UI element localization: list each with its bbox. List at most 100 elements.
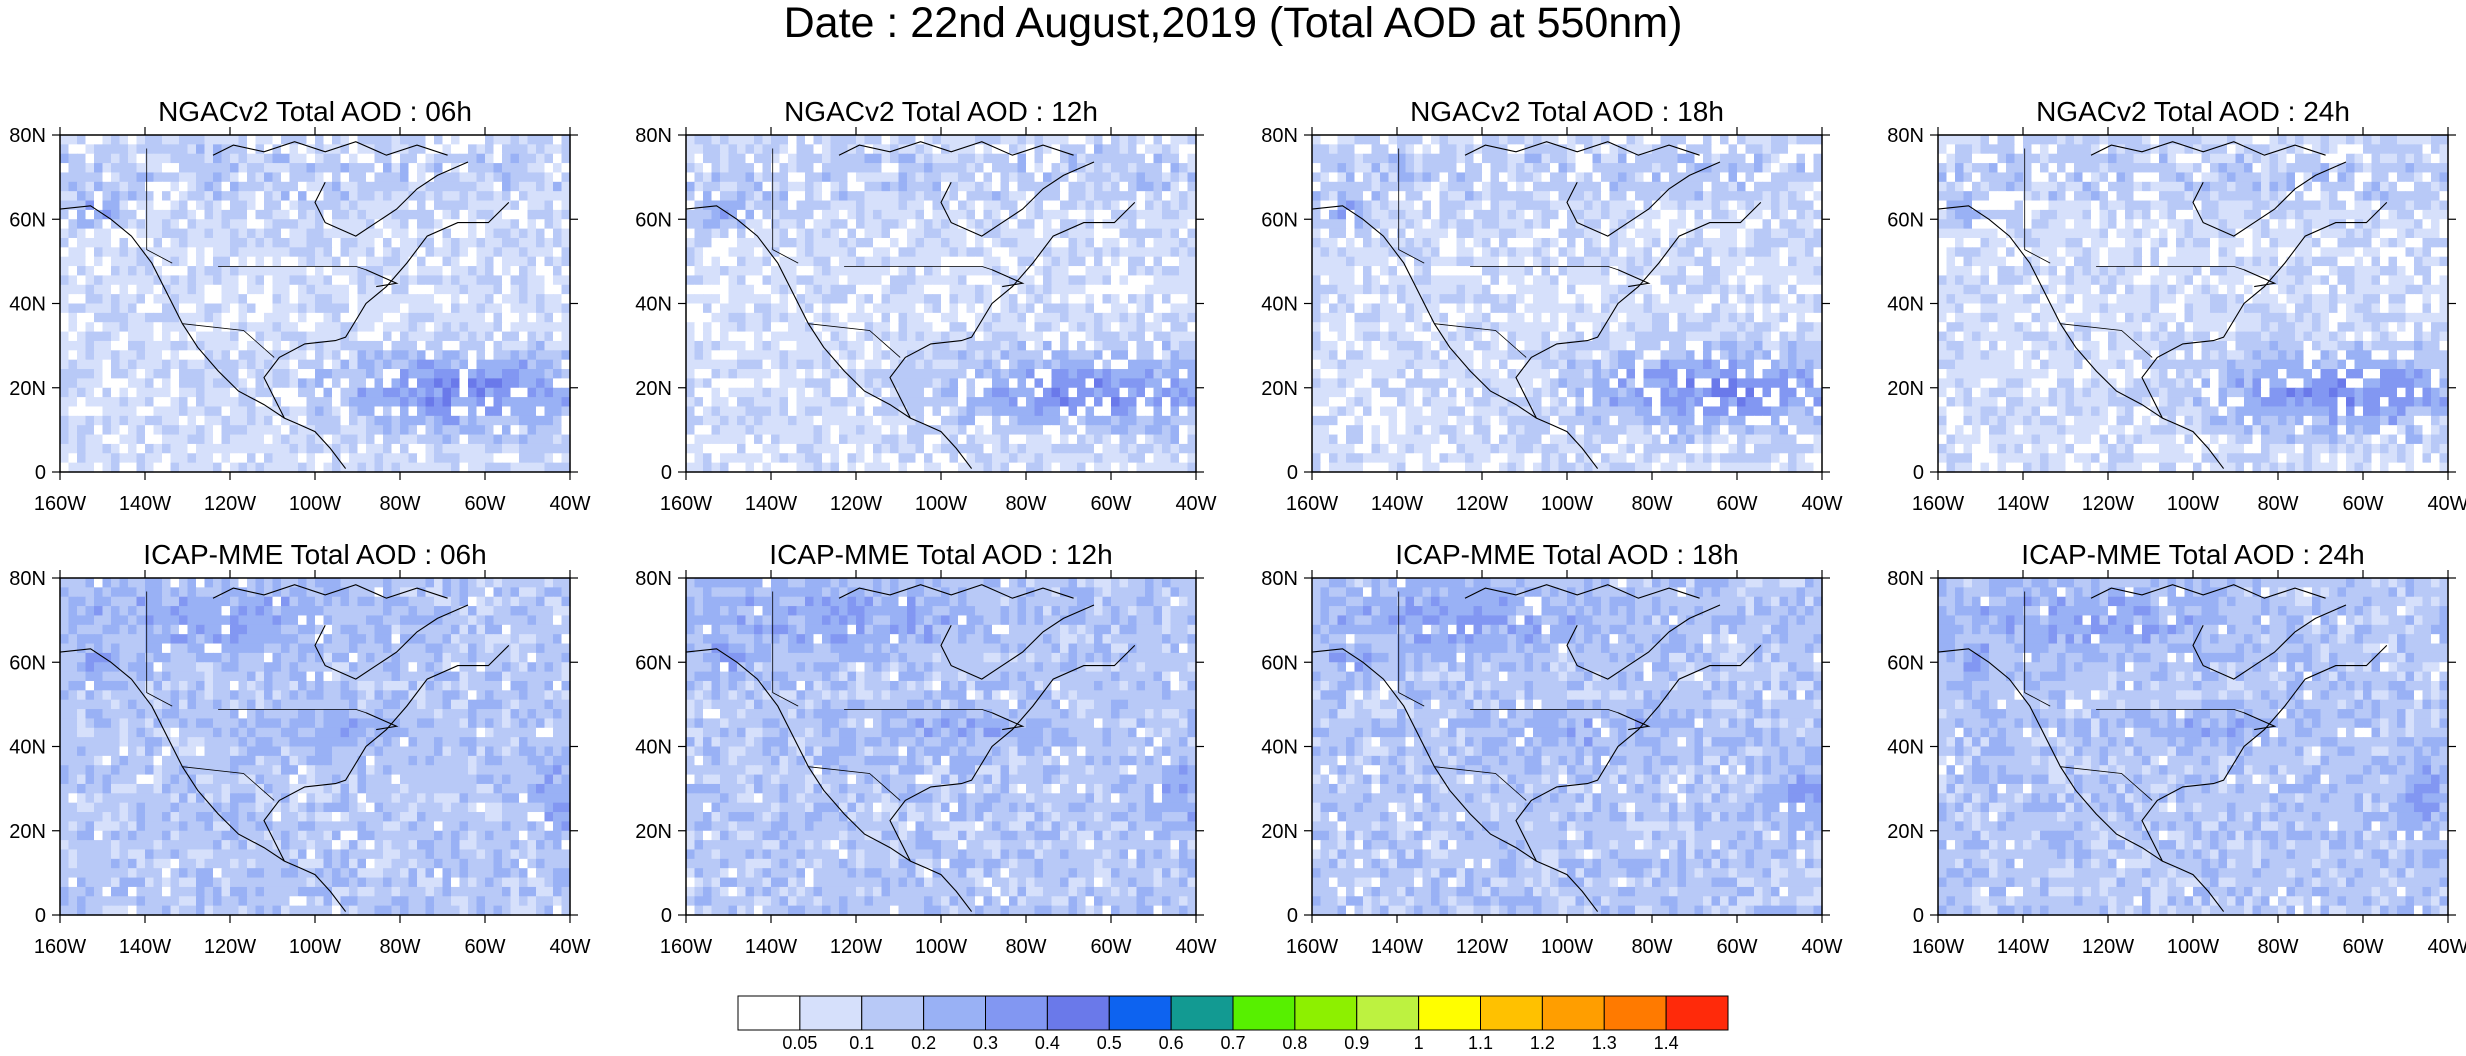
lon-label: 60W xyxy=(464,936,505,958)
colorbar-label: 1.1 xyxy=(1468,1033,1493,1053)
colorbar-swatch xyxy=(1418,995,1482,1031)
lon-label: 80W xyxy=(1005,493,1046,515)
colorbar-label: 0.9 xyxy=(1344,1033,1369,1053)
lat-label: 80N xyxy=(635,125,672,147)
lon-label: 160W xyxy=(1286,936,1338,958)
lon-label: 60W xyxy=(464,493,505,515)
colorbar-label: 1.3 xyxy=(1592,1033,1617,1053)
lat-label: 40N xyxy=(9,294,46,316)
colorbar-label: 0.05 xyxy=(782,1033,817,1053)
lat-label: 0 xyxy=(35,905,46,927)
aod-field xyxy=(1312,135,1823,473)
political-border xyxy=(146,591,367,801)
map-panel-icap-24: ICAP-MME Total AOD : 24h80N60N40N20N0160… xyxy=(1887,539,2466,958)
lon-label: 40W xyxy=(1175,936,1216,958)
lat-label: 40N xyxy=(1261,737,1298,759)
aod-field xyxy=(1938,578,2449,916)
colorbar-label: 0.5 xyxy=(1097,1033,1122,1053)
map-panel-ngac-06: NGACv2 Total AOD : 06h 80N 60N 40N 20N 0 160W 1… xyxy=(9,96,590,515)
lat-label: 40N xyxy=(1887,737,1924,759)
lat-label: 0 xyxy=(661,905,672,927)
lat-label: 80N xyxy=(1261,568,1298,590)
panel-title: NGACv2 Total AOD : 24h xyxy=(2036,96,2350,127)
lon-label: 160W xyxy=(34,936,86,958)
political-border xyxy=(2024,591,2245,801)
main-title: Date : 22nd August,2019 (Total AOD at 55… xyxy=(783,0,1683,47)
lon-label: 160W xyxy=(34,493,86,515)
colorbar-label: 1 xyxy=(1414,1033,1424,1053)
coastline xyxy=(59,141,510,469)
lat-label: 60N xyxy=(1261,652,1298,674)
aod-field xyxy=(1312,578,1823,916)
lon-label: 80W xyxy=(1005,936,1046,958)
colorbar-label: 1.4 xyxy=(1654,1033,1679,1053)
colorbar-label: 0.4 xyxy=(1035,1033,1060,1053)
lat-label: 60N xyxy=(9,209,46,231)
lat-label: 40N xyxy=(635,294,672,316)
lat-label: 60N xyxy=(1887,652,1924,674)
lon-label: 80W xyxy=(1631,493,1672,515)
lon-label: 100W xyxy=(915,493,967,515)
lon-label: 100W xyxy=(289,936,341,958)
lon-label: 160W xyxy=(1286,493,1338,515)
panel-title: NGACv2 Total AOD : 12h xyxy=(784,96,1098,127)
coastline xyxy=(1311,141,1762,469)
lon-label: 160W xyxy=(660,493,712,515)
political-border xyxy=(2024,148,2245,358)
aod-field xyxy=(60,578,571,916)
lon-label: 80W xyxy=(1631,936,1672,958)
lat-label: 80N xyxy=(635,568,672,590)
lat-label: 0 xyxy=(1287,462,1298,484)
colorbar-label: 0.7 xyxy=(1220,1033,1245,1053)
colorbar-label: 0.6 xyxy=(1159,1033,1184,1053)
lon-label: 120W xyxy=(204,493,256,515)
coastline xyxy=(1937,584,2388,912)
lon-label: 140W xyxy=(1371,493,1423,515)
aod-field xyxy=(1938,135,2449,473)
lon-label: 40W xyxy=(1801,493,1842,515)
lon-label: 60W xyxy=(1090,493,1131,515)
lat-label: 60N xyxy=(1261,209,1298,231)
colorbar-swatch xyxy=(1480,995,1543,1031)
lon-label: 100W xyxy=(289,493,341,515)
lon-label: 40W xyxy=(1801,936,1842,958)
lon-label: 100W xyxy=(915,936,967,958)
lon-label: 120W xyxy=(204,936,256,958)
colorbar-label: 0.1 xyxy=(849,1033,874,1053)
lat-label: 80N xyxy=(9,568,46,590)
political-border xyxy=(772,148,993,358)
lon-label: 60W xyxy=(2342,493,2383,515)
lat-label: 0 xyxy=(1913,462,1924,484)
lon-label: 80W xyxy=(2257,493,2298,515)
lon-label: 40W xyxy=(549,936,590,958)
lat-label: 40N xyxy=(635,737,672,759)
colorbar-swatch xyxy=(737,995,801,1031)
panel-title: ICAP-MME Total AOD : 18h xyxy=(1395,539,1738,570)
colorbar-label: 0.2 xyxy=(911,1033,936,1053)
lon-label: 140W xyxy=(745,936,797,958)
lon-label: 100W xyxy=(1541,936,1593,958)
lat-label: 20N xyxy=(1887,821,1924,843)
lon-label: 40W xyxy=(2427,493,2466,515)
lon-label: 120W xyxy=(1456,936,1508,958)
lon-label: 120W xyxy=(830,936,882,958)
lat-label: 0 xyxy=(35,462,46,484)
political-border xyxy=(1398,148,1619,358)
colorbar-swatch xyxy=(1356,995,1420,1031)
panel-title: ICAP-MME Total AOD : 24h xyxy=(2021,539,2364,570)
lon-label: 80W xyxy=(379,493,420,515)
lat-label: 20N xyxy=(1261,378,1298,400)
colorbar-label: 1.2 xyxy=(1530,1033,1555,1053)
aod-field xyxy=(60,135,571,473)
panel-title: NGACv2 Total AOD : 06h xyxy=(158,96,472,127)
colorbar-swatch xyxy=(1541,995,1605,1031)
lat-label: 0 xyxy=(1287,905,1298,927)
colorbar-swatch xyxy=(985,995,1048,1031)
lon-label: 140W xyxy=(119,493,171,515)
map-panel-icap-18: ICAP-MME Total AOD : 18h 80N 60N 40N 20N 0 160… xyxy=(1261,539,1842,958)
colorbar-swatch xyxy=(1232,995,1296,1031)
colorbar-swatch xyxy=(923,995,987,1031)
colorbar-label: 0.3 xyxy=(973,1033,998,1053)
lon-label: 60W xyxy=(1716,936,1757,958)
